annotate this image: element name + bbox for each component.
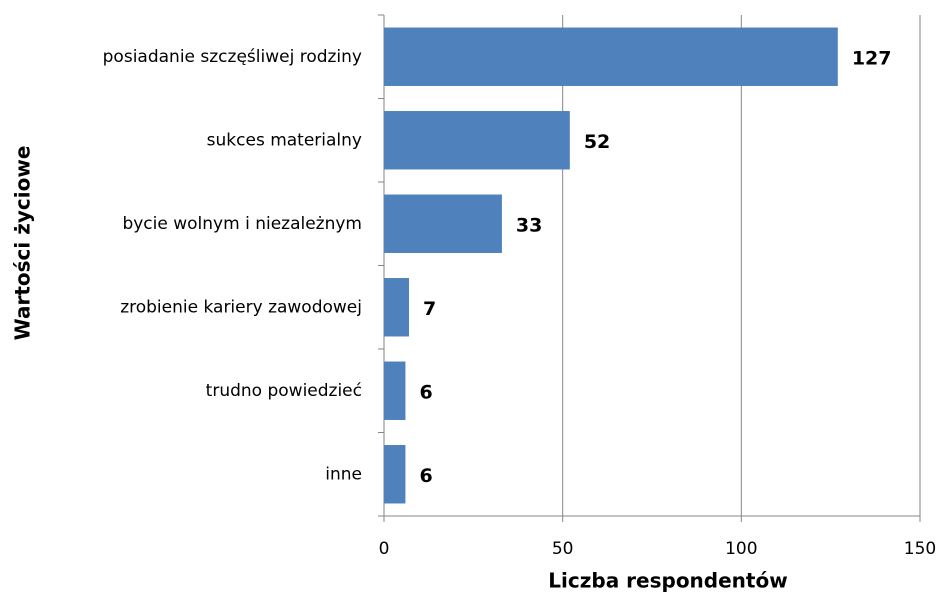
y-axis-label: Wartości życiowe — [11, 146, 35, 341]
x-tick-label: 0 — [379, 539, 390, 559]
bar — [384, 194, 502, 253]
y-tick-label: zrobienie kariery zawodowej — [120, 297, 362, 317]
data-label: 7 — [423, 298, 436, 320]
x-tick-label: 100 — [725, 539, 757, 559]
data-label: 6 — [419, 381, 432, 403]
y-tick-label: trudno powiedzieć — [206, 381, 362, 401]
y-tick-label: sukces materialny — [207, 130, 362, 150]
y-tick-label: posiadanie szczęśliwej rodziny — [103, 47, 362, 67]
data-label: 127 — [852, 47, 892, 69]
x-tick-label: 150 — [904, 539, 936, 559]
y-tick-label: inne — [325, 464, 362, 484]
y-tick-label: bycie wolnym i niezależnym — [122, 214, 362, 234]
bar — [384, 361, 406, 420]
x-axis-label: Liczba respondentów — [548, 569, 787, 593]
data-label: 52 — [584, 131, 610, 153]
bar — [384, 111, 570, 170]
data-label: 33 — [516, 214, 542, 236]
data-label: 6 — [419, 465, 432, 487]
x-tick-label: 50 — [552, 539, 574, 559]
bar — [384, 445, 406, 504]
bar — [384, 27, 838, 86]
bar — [384, 278, 410, 337]
